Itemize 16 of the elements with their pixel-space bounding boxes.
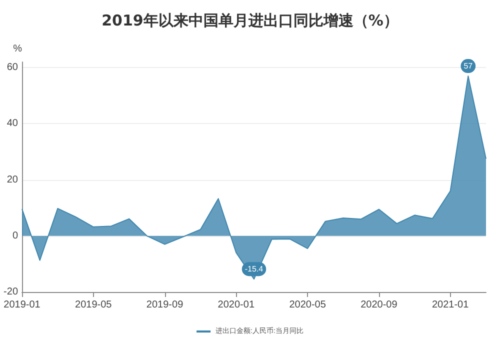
y-tick-label: 20 [6,174,18,186]
x-tick-label: 2019-05 [75,300,112,310]
x-tick-label: 2021-01 [432,300,470,310]
x-tick-label: 2020-01 [218,300,255,310]
data-label: -15.4 [244,264,264,274]
x-tick-label: 2019-01 [4,300,41,310]
y-tick-label: 40 [6,118,18,130]
x-tick-label: 2020-09 [360,300,398,310]
chart-title: 2019年以来中国单月进出口同比增速（%） [102,12,398,30]
y-tick-label: 60 [6,62,18,74]
data-label: 57 [464,62,474,71]
x-tick-label: 2020-05 [289,300,326,310]
x-tick-label: 2019-09 [146,300,184,310]
y-tick-label: 0 [12,230,18,242]
y-tick-label: -20 [4,286,18,298]
y-axis-title: % [13,44,22,54]
